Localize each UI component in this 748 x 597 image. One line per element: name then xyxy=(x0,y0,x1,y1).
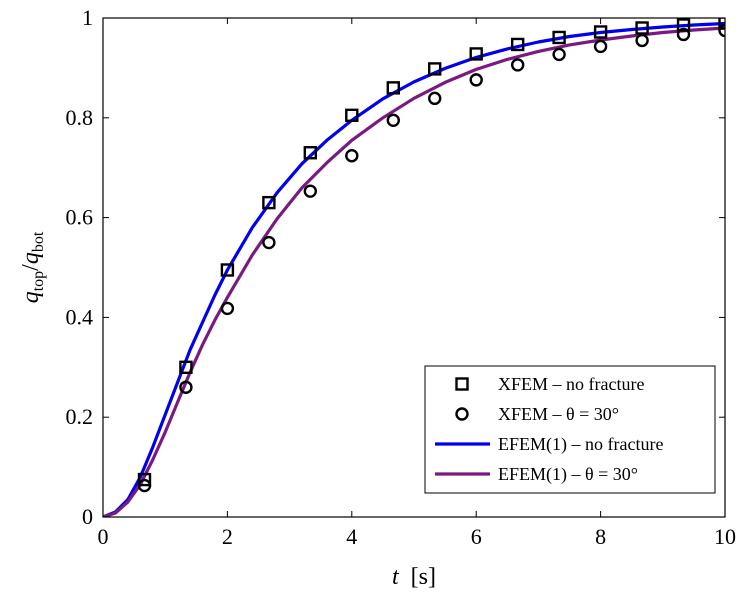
square-marker xyxy=(179,360,193,374)
legend-square-marker xyxy=(455,377,469,391)
legend-box xyxy=(424,365,716,494)
y-axis-denominator-sub: bot xyxy=(30,231,47,252)
y-tick-label: 0.2 xyxy=(66,404,94,429)
square-marker xyxy=(510,37,525,52)
legend-entry-label: XFEM – θ = 30° xyxy=(498,404,619,424)
legend: XFEM – no fracture XFEM – θ = 30° EFEM(1) … xyxy=(424,365,716,494)
circle-marker xyxy=(262,235,276,250)
legend-entry-label: EFEM(1) – θ = 30° xyxy=(498,464,638,485)
axes: 0 2 4 6 8 10 0 0.2 0.4 0.6 0.8 1 xyxy=(66,5,737,549)
circle-marker xyxy=(552,47,566,62)
circle-marker xyxy=(718,23,725,38)
x-axis-label: t [s] xyxy=(392,564,436,590)
legend-entry-label: XFEM – no fracture xyxy=(498,374,644,394)
x-tick-label: 6 xyxy=(471,524,482,549)
square-marker xyxy=(386,81,400,95)
x-tick-label: 4 xyxy=(346,524,357,549)
square-marker xyxy=(635,21,649,35)
square-marker xyxy=(137,472,152,487)
square-marker xyxy=(345,108,359,123)
circle-marker xyxy=(303,184,318,198)
y-axis-denominator: q xyxy=(18,252,44,264)
x-axis-variable: t xyxy=(392,564,400,590)
square-marker xyxy=(303,146,318,160)
x-tick-label: 10 xyxy=(714,524,736,549)
x-axis-unit: [s] xyxy=(411,564,436,590)
circle-marker xyxy=(428,91,442,106)
y-axis-numerator: q xyxy=(18,291,44,303)
square-marker xyxy=(220,263,235,277)
square-marker xyxy=(262,195,276,210)
square-marker xyxy=(676,18,691,32)
y-tick-label: 0 xyxy=(82,504,93,529)
circle-marker xyxy=(676,27,691,42)
x-tick-label: 2 xyxy=(222,524,233,549)
circle-marker xyxy=(179,380,193,394)
y-tick-label: 0.6 xyxy=(66,205,94,230)
square-marker xyxy=(552,30,566,45)
y-axis-numerator-sub: top xyxy=(30,271,47,291)
square-marker xyxy=(718,18,725,30)
circle-marker xyxy=(510,58,525,72)
x-tick-label: 0 xyxy=(98,524,109,549)
circle-marker xyxy=(220,301,235,316)
circle-marker xyxy=(593,39,608,54)
y-tick-label: 1 xyxy=(82,5,93,30)
plot-area xyxy=(103,18,725,517)
y-tick-label: 0.4 xyxy=(66,304,94,329)
y-axis-label: qtop/qbot xyxy=(18,231,47,303)
circle-marker xyxy=(137,478,152,493)
y-tick-label: 0.8 xyxy=(66,105,94,130)
square-marker xyxy=(469,47,483,61)
circle-marker xyxy=(345,149,359,163)
x-tick-label: 8 xyxy=(595,524,606,549)
circle-marker xyxy=(469,73,483,87)
legend-circle-marker xyxy=(455,407,469,421)
series-line-2 xyxy=(103,21,725,517)
legend-entry-label: EFEM(1) – no fracture xyxy=(498,434,663,455)
plot-frame xyxy=(102,17,726,518)
y-axis-slash: / xyxy=(18,264,44,271)
circle-marker xyxy=(635,33,649,48)
square-marker xyxy=(593,25,608,39)
square-marker xyxy=(428,62,442,76)
circle-marker xyxy=(386,113,400,127)
series-line-3 xyxy=(103,26,725,517)
